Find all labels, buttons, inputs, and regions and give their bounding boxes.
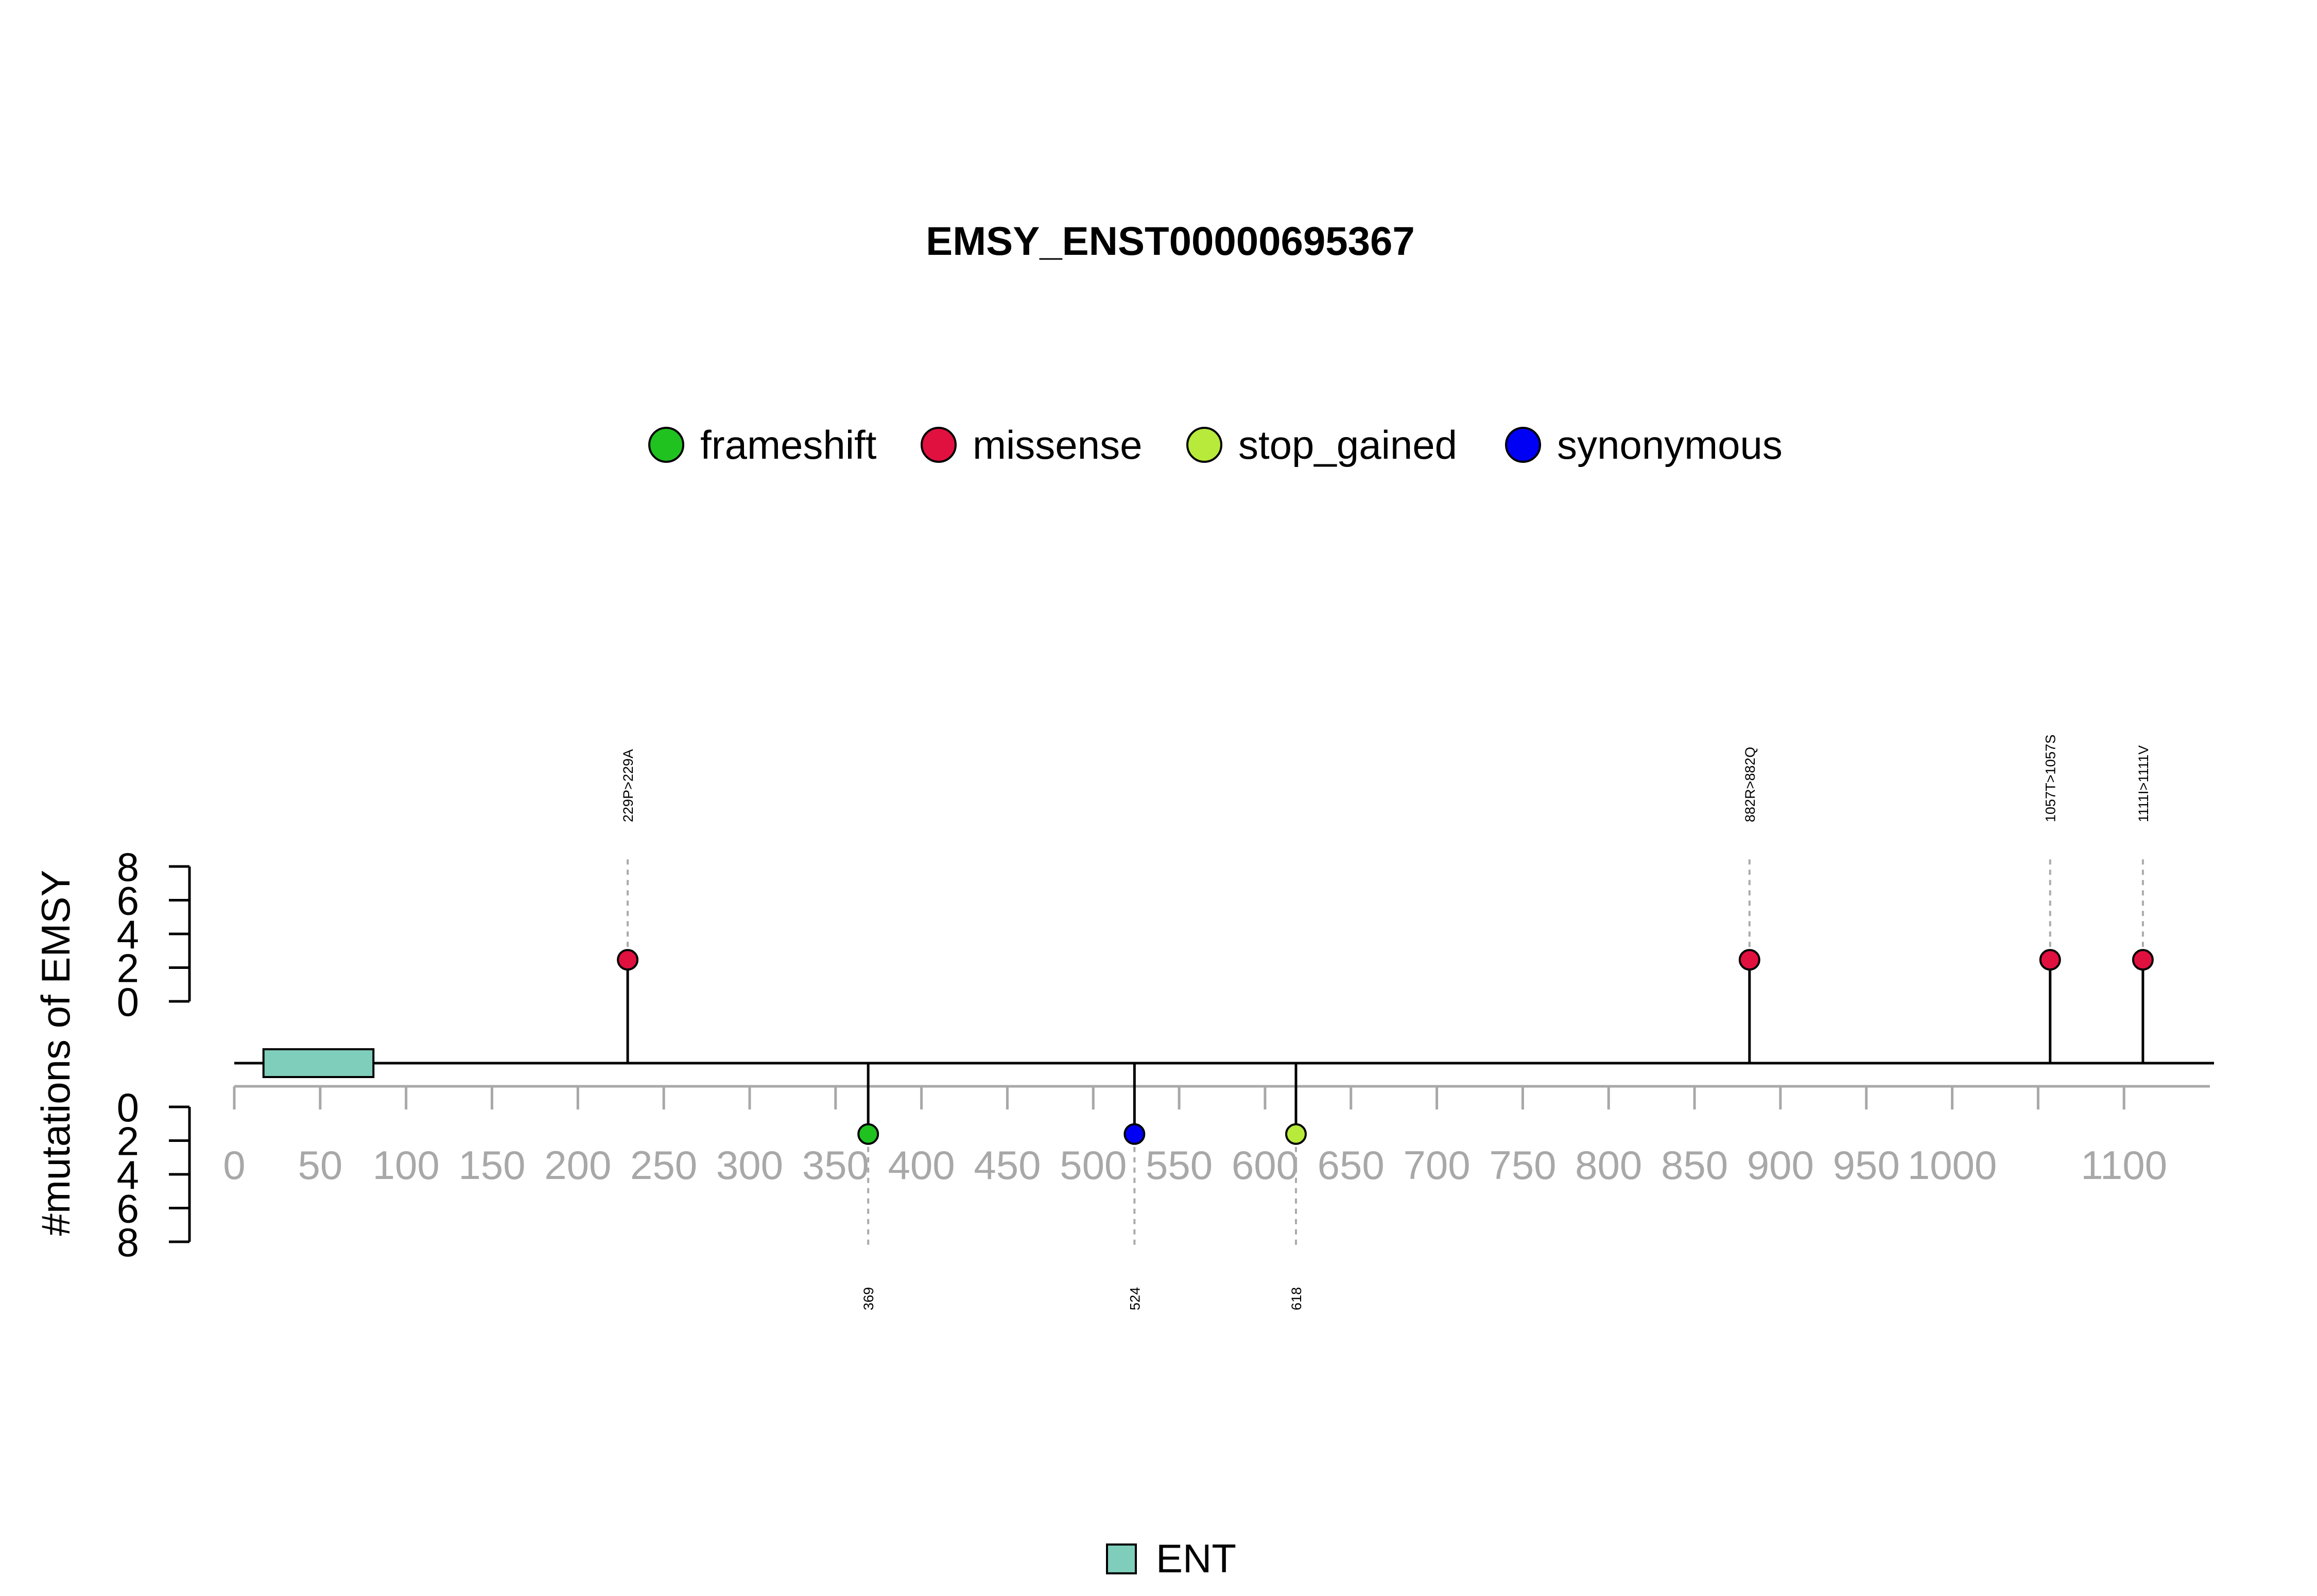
mutation-point-missense <box>2132 949 2154 971</box>
mutation-label: 229P>229A <box>620 749 636 822</box>
y-tick-label-bottom: 4 <box>117 1152 139 1198</box>
domain-legend-label: ENT <box>1156 1536 1236 1581</box>
legend-label-stop_gained: stop_gained <box>1238 422 1457 467</box>
domain-ENT <box>262 1048 375 1078</box>
x-tick-label: 100 <box>373 1142 440 1188</box>
x-tick-label: 750 <box>1489 1142 1556 1188</box>
x-tick-label: 500 <box>1060 1142 1127 1188</box>
mutation-label: 1057T>1057S <box>2043 735 2059 822</box>
domain-legend-swatch-ENT <box>1106 1543 1137 1574</box>
x-tick-label: 950 <box>1833 1142 1900 1188</box>
y-tick-label-top: 4 <box>117 912 139 957</box>
mutation-label: 369 <box>861 1287 876 1310</box>
y-axis-label: #mutations of EMSY <box>33 870 78 1236</box>
x-tick-label: 350 <box>802 1142 869 1188</box>
y-tick-label-bottom: 6 <box>117 1186 139 1231</box>
mutation-point-stop_gained <box>1285 1123 1307 1145</box>
x-tick-label: 0 <box>223 1142 245 1188</box>
y-tick-label-top: 0 <box>117 979 139 1025</box>
y-tick-label-bottom: 8 <box>117 1220 139 1265</box>
y-tick-label-bottom: 0 <box>117 1085 139 1130</box>
x-tick-label: 1000 <box>1908 1142 1997 1188</box>
legend-marker-missense <box>921 427 957 463</box>
x-tick-label: 50 <box>298 1142 342 1188</box>
mutation-point-frameshift <box>857 1123 879 1145</box>
legend-label-missense: missense <box>973 422 1142 467</box>
mutation-point-missense <box>2039 949 2061 971</box>
x-tick-label: 850 <box>1661 1142 1728 1188</box>
plot-area: 0 50 100 150 200 250 300 350 400 450 500 550 600 650 7… <box>117 735 2214 1310</box>
x-tick-label: 250 <box>630 1142 697 1188</box>
legend-label-synonymous: synonymous <box>1557 422 1783 467</box>
mutation-label: 618 <box>1289 1287 1304 1310</box>
legend-marker-frameshift <box>648 427 684 463</box>
x-tick-label: 650 <box>1318 1142 1385 1188</box>
legend-label-frameshift: frameshift <box>700 422 877 467</box>
x-tick-label: 700 <box>1403 1142 1470 1188</box>
x-tick-label: 400 <box>888 1142 955 1188</box>
y-tick-label-top: 6 <box>117 878 139 924</box>
mutation-point-synonymous <box>1123 1123 1146 1145</box>
x-tick-label: 450 <box>974 1142 1041 1188</box>
x-tick-label: 900 <box>1747 1142 1814 1188</box>
mutation-label: 882R>882Q <box>1742 747 1758 822</box>
x-tick-label: 150 <box>458 1142 525 1188</box>
legend-marker-synonymous <box>1505 427 1541 463</box>
x-tick-label: 300 <box>716 1142 783 1188</box>
x-tick-label: 200 <box>544 1142 611 1188</box>
mutation-label: 524 <box>1127 1287 1143 1310</box>
y-tick-label-top: 2 <box>117 946 139 991</box>
legend-marker-stop_gained <box>1186 427 1222 463</box>
mutation-point-missense <box>617 949 639 971</box>
legend: frameshift missense stop_gained synonymous <box>648 422 1783 467</box>
y-tick-label-bottom: 2 <box>117 1119 139 1164</box>
chart-title: EMSY_ENST00000695367 <box>926 218 1415 264</box>
x-tick-label: 550 <box>1146 1142 1213 1188</box>
mutation-point-missense <box>1738 949 1760 971</box>
x-tick-label: 800 <box>1575 1142 1642 1188</box>
x-tick-label: 1100 <box>2081 1142 2167 1188</box>
mutation-label: 1111I>1111V <box>2136 745 2151 822</box>
domain-legend: ENT <box>1106 1536 1236 1581</box>
x-tick-label: 600 <box>1232 1142 1299 1188</box>
y-tick-label-top: 8 <box>117 844 139 890</box>
